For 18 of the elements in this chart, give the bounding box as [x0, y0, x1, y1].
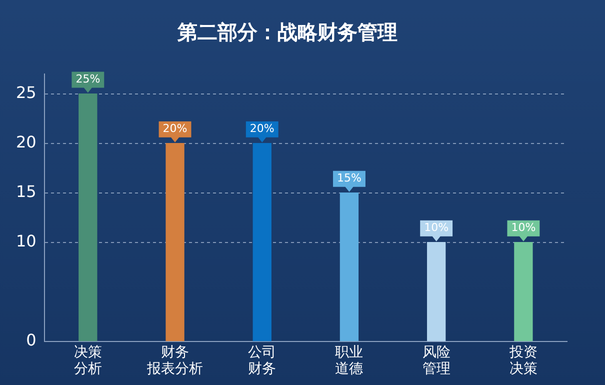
y-tick-label: 20	[16, 132, 36, 152]
data-label: 10%	[424, 221, 449, 234]
y-tick-label: 10	[16, 232, 36, 251]
x-tick-label: 风险管理	[422, 344, 450, 378]
y-tick-label: 25	[16, 82, 36, 102]
data-label: 15%	[337, 172, 362, 185]
chart-title: 第二部分：战略财务管理	[176, 20, 398, 44]
x-tick-label: 决策分析	[74, 344, 102, 378]
data-label: 10%	[511, 221, 536, 234]
x-tick-label: 公司财务	[248, 344, 276, 378]
y-tick-label: 0	[26, 330, 36, 350]
data-label: 25%	[76, 72, 100, 86]
y-tick-label: 15	[16, 182, 36, 201]
x-tick-label: 职业道德	[335, 344, 364, 378]
x-tick-label: 财务报表分析	[146, 344, 204, 378]
x-tick-label: 投资决策	[508, 344, 538, 378]
data-label: 20%	[250, 122, 274, 136]
data-label: 20%	[162, 122, 188, 136]
